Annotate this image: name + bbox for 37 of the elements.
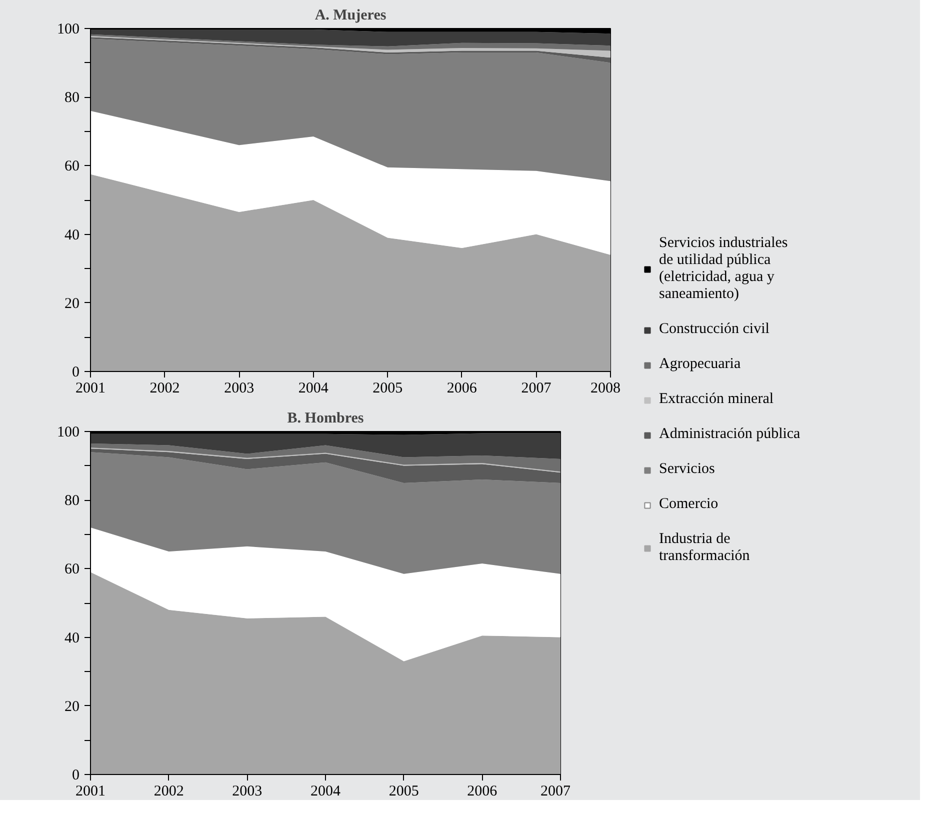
x-tick-label: 2003	[224, 380, 254, 396]
legend-label: Construcción civil	[659, 321, 770, 338]
x-tick-label: 2003	[232, 784, 262, 800]
legend-label: Servicios industriales de utilidad pública (eletricidad, agua y saneamiento)	[659, 235, 788, 303]
legend-label: Extracción mineral	[659, 391, 774, 408]
x-tick-label: 2005	[388, 784, 419, 800]
y-tick-label: 0	[72, 364, 80, 380]
x-tick-label: 2002	[154, 784, 184, 800]
y-tick-label: 0	[72, 768, 80, 784]
y-tick-label: 40	[64, 630, 80, 646]
x-tick-label: 2001	[76, 380, 106, 396]
y-tick-label: 60	[64, 158, 80, 175]
x-tick-label: 2005	[372, 380, 403, 396]
x-tick-label: 2002	[150, 380, 180, 396]
y-tick-label: 40	[64, 227, 80, 244]
y-tick-label: 100	[57, 424, 80, 440]
x-tick-label: 2006	[467, 784, 498, 800]
x-tick-label: 2006	[446, 380, 478, 396]
legend-label: Administración pública	[659, 426, 800, 443]
legend-label: Industria de transformación	[659, 531, 750, 565]
y-tick-label: 20	[64, 698, 80, 715]
x-tick-label: 2007	[521, 380, 552, 396]
y-tick-label: 60	[64, 562, 80, 578]
chart-title: B. Hombres	[287, 410, 364, 426]
x-tick-label: 2004	[310, 784, 341, 800]
x-tick-label: 2004	[298, 380, 329, 396]
y-tick-label: 20	[64, 296, 80, 312]
y-tick-label: 80	[64, 90, 80, 106]
y-tick-label: 100	[57, 22, 80, 38]
x-tick-label: 2008	[590, 380, 620, 396]
legend-label: Comercio	[659, 496, 718, 513]
x-tick-label: 2007	[540, 784, 571, 800]
chart-title: A. Mujeres	[314, 8, 386, 24]
y-tick-label: 80	[64, 493, 80, 510]
legend-label: Agropecuaria	[659, 356, 741, 373]
x-tick-label: 2001	[76, 784, 106, 800]
legend-label: Servicios	[659, 461, 715, 478]
